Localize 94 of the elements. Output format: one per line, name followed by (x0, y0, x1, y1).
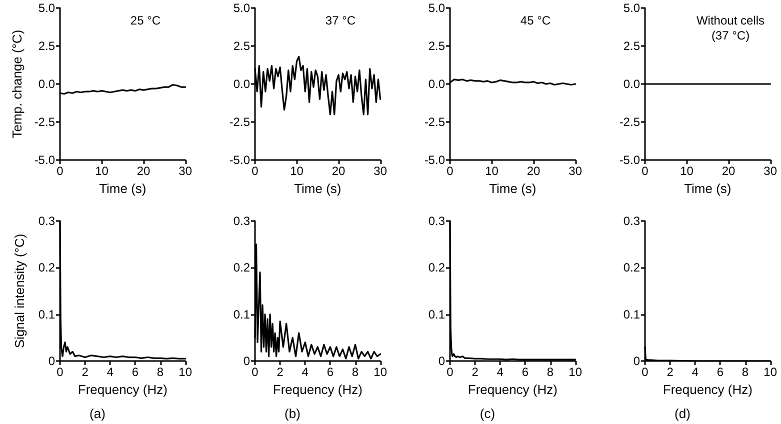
x-tick-label: 20 (332, 164, 346, 178)
x-tick-label: 20 (526, 164, 541, 178)
x-tick-label: 10 (485, 164, 499, 178)
y-tick-label: 0 (633, 354, 640, 368)
x-tick-label: 10 (568, 365, 582, 379)
x-tick-label: 6 (522, 365, 529, 379)
y-tick-label: 0.0 (623, 77, 640, 91)
x-axis-title: Time (s) (684, 180, 732, 196)
x-tick-label: 20 (136, 164, 151, 178)
y-tick-label: 5.0 (233, 1, 250, 15)
y-tick-label: 0.2 (428, 260, 446, 275)
y-tick-label: 2.5 (623, 39, 640, 53)
y-tick-label: 5.0 (623, 1, 640, 15)
x-tick-label: 2 (472, 365, 479, 379)
x-tick-label: 10 (95, 164, 109, 178)
y-tick-label: -2.5 (619, 115, 640, 129)
y-tick-label: -5.0 (34, 153, 56, 167)
x-tick-label: 30 (374, 164, 388, 178)
x-tick-label: 30 (178, 164, 192, 178)
y-tick-label: 0.2 (233, 260, 250, 275)
y-tick-label: 0.3 (623, 214, 640, 228)
y-tick-label: 0.0 (38, 77, 56, 91)
x-tick-label: 4 (302, 365, 309, 379)
x-tick-label: 8 (742, 365, 749, 379)
x-tick-label: 8 (156, 365, 164, 379)
x-tick-label: 0 (446, 164, 454, 178)
x-tick-label: 0 (56, 365, 64, 379)
y-tick-label: 0.3 (38, 214, 56, 228)
x-axis-title: Frequency (Hz) (468, 382, 558, 397)
text: 45 °C (520, 14, 551, 28)
y-tick-label: 2.5 (233, 39, 250, 53)
x-tick-label: 0 (446, 365, 454, 379)
x-axis-title: Time (s) (489, 180, 536, 196)
y-tick-label: -5.0 (229, 153, 250, 167)
y-tick-label: 5.0 (428, 1, 446, 15)
x-tick-label: 0 (56, 164, 64, 178)
y-tick-label: -2.5 (424, 115, 446, 129)
x-tick-label: 4 (496, 365, 504, 379)
y-tick-label: 0 (243, 354, 250, 368)
x-tick-label: 20 (722, 164, 736, 178)
y-tick-label: -5.0 (619, 153, 640, 167)
x-tick-label: 2 (82, 365, 89, 379)
x-axis-title: Frequency (Hz) (662, 382, 752, 397)
y-axis-title: Signal intensity (°C) (12, 234, 27, 348)
y-tick-label: 0.1 (623, 307, 640, 322)
x-tick-label: 8 (546, 365, 554, 379)
x-tick-label: 6 (326, 365, 334, 379)
y-tick-label: 0.1 (428, 307, 446, 322)
y-tick-label: 0.0 (428, 77, 446, 91)
y-tick-label: 0.2 (623, 260, 640, 275)
y-tick-label: 0.3 (233, 214, 250, 228)
text: 37 °C (325, 14, 356, 28)
x-axis-title: Time (s) (99, 180, 146, 196)
x-tick-label: 30 (764, 164, 778, 178)
text: (d) (674, 406, 690, 421)
y-tick-label: 0.1 (233, 307, 250, 322)
x-tick-label: 0 (642, 365, 649, 379)
y-tick-label: -5.0 (424, 153, 446, 167)
text: 25 °C (130, 14, 161, 28)
x-tick-label: 10 (178, 365, 192, 379)
x-tick-label: 8 (352, 365, 359, 379)
x-tick-label: 4 (692, 365, 699, 379)
x-tick-label: 0 (642, 164, 649, 178)
y-tick-label: 2.5 (428, 39, 446, 53)
y-axis-title: Temp. change (°C) (9, 30, 24, 138)
y-tick-label: 2.5 (38, 39, 56, 53)
y-tick-label: 0 (438, 354, 446, 368)
x-tick-label: 10 (680, 164, 694, 178)
x-axis-title: Time (s) (294, 180, 342, 196)
y-tick-label: 0.3 (428, 214, 446, 228)
y-tick-label: -2.5 (229, 115, 250, 129)
text: (a) (90, 406, 106, 421)
x-tick-label: 0 (252, 365, 259, 379)
x-tick-label: 2 (666, 365, 674, 379)
y-tick-label: 0.2 (38, 260, 56, 275)
x-tick-label: 10 (290, 164, 304, 178)
y-tick-label: 0.0 (233, 77, 250, 91)
y-tick-label: 0 (48, 354, 56, 368)
y-tick-label: -2.5 (34, 115, 56, 129)
text: Without cells (37 °C) (696, 14, 765, 42)
x-tick-label: 2 (276, 365, 284, 379)
x-axis-title: Frequency (Hz) (78, 382, 168, 397)
x-axis-title: Frequency (Hz) (272, 382, 362, 397)
y-tick-label: 0.1 (38, 307, 56, 322)
x-tick-label: 6 (716, 365, 724, 379)
x-tick-label: 10 (374, 365, 388, 379)
y-tick-label: 5.0 (38, 1, 56, 15)
x-tick-label: 30 (568, 164, 582, 178)
x-tick-label: 4 (106, 365, 114, 379)
x-tick-label: 0 (252, 164, 259, 178)
text: (c) (480, 406, 496, 421)
text: (b) (284, 406, 300, 421)
x-tick-label: 6 (132, 365, 139, 379)
x-tick-label: 10 (764, 365, 778, 379)
